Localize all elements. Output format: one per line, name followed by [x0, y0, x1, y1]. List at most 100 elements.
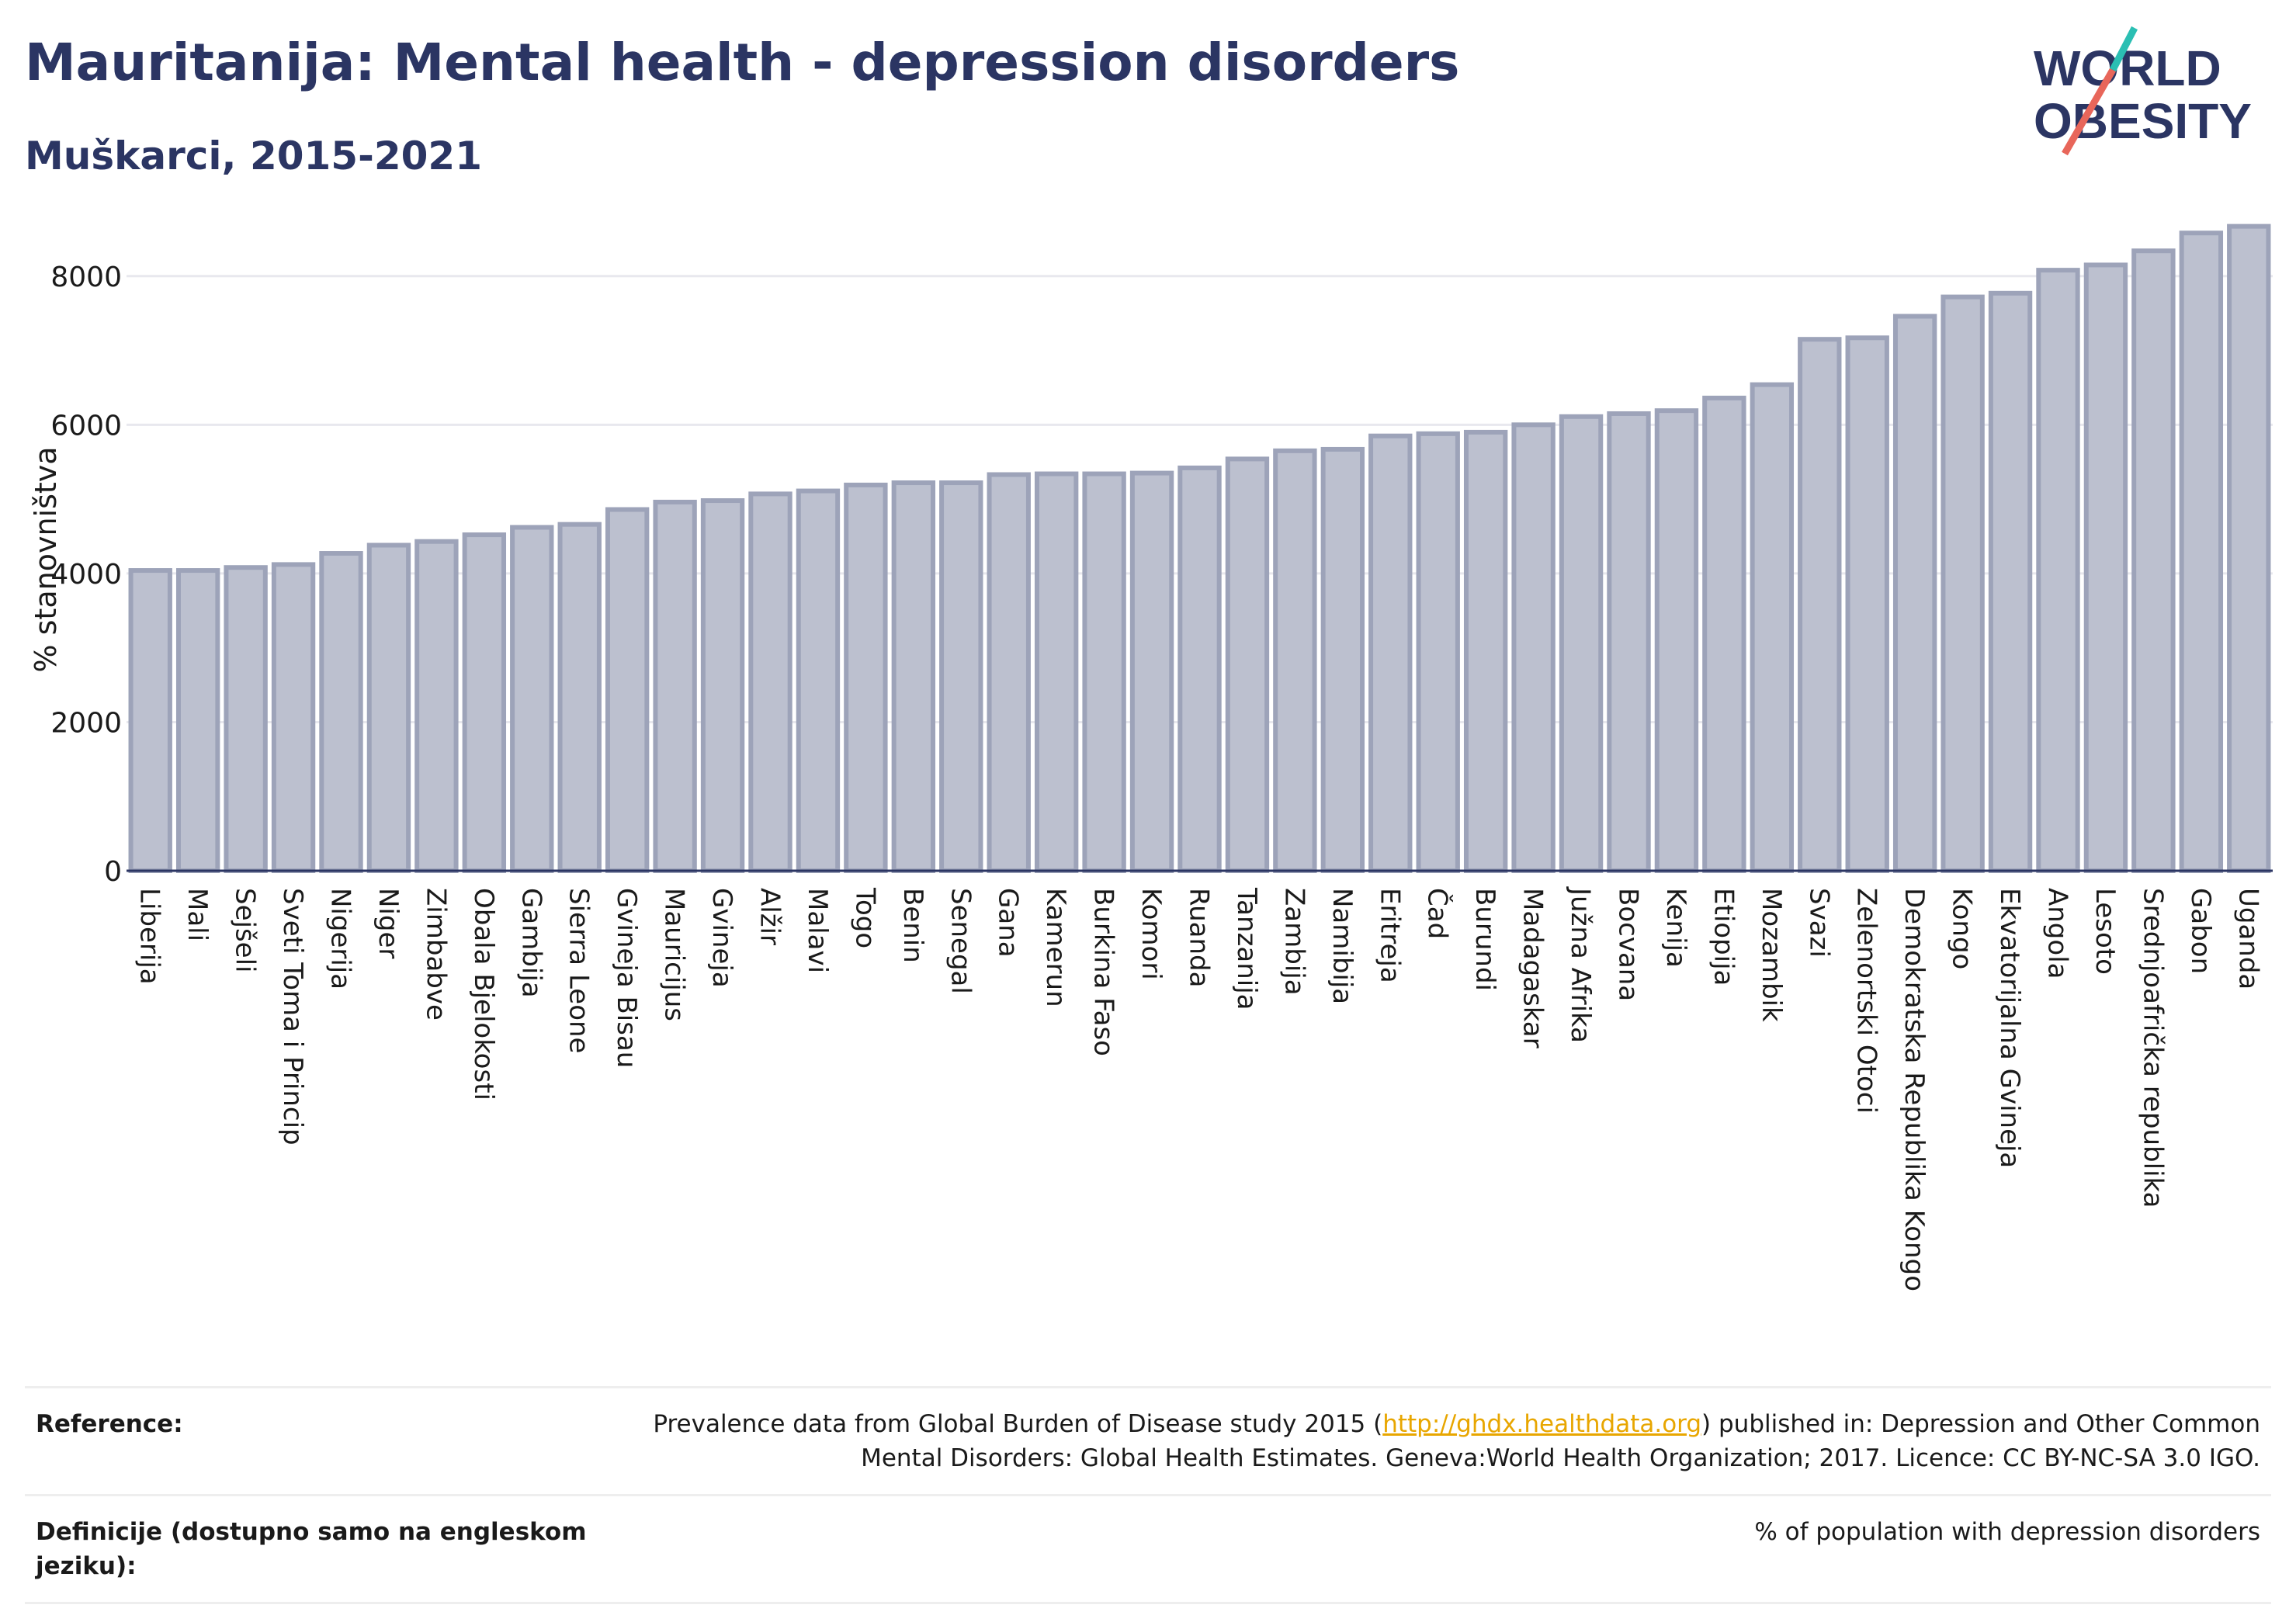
bar: [1892, 314, 1937, 873]
bar: [653, 499, 697, 873]
x-tick-label: Togo: [849, 887, 880, 948]
x-tick-label: Burkina Faso: [1088, 888, 1119, 1056]
x-tick-label: Gvineja: [706, 888, 737, 988]
x-tick-label: Zambija: [1278, 888, 1309, 996]
bar: [1988, 290, 2033, 874]
bar: [1559, 414, 1604, 873]
bar: [414, 539, 459, 874]
x-tick-label: Bocvana: [1613, 888, 1644, 1001]
definition-label: Definicije (dostupno samo na engleskom j…: [36, 1518, 587, 1580]
bar: [796, 488, 841, 873]
definition-row: Definicije (dostupno samo na engleskom j…: [25, 1494, 2271, 1604]
x-tick-label: Madagaskar: [1517, 888, 1549, 1048]
x-tick-label: Malavi: [802, 888, 833, 973]
bar: [1654, 408, 1699, 873]
bar-chart: 0 2000 4000 6000 8000 Liberija Mali Sejšeli Sve…: [29, 224, 2273, 1291]
bar: [2036, 268, 2080, 874]
bar: [1845, 335, 1889, 874]
bar: [2227, 224, 2271, 873]
bar: [2179, 230, 2224, 873]
x-tick-label: Benin: [897, 888, 928, 963]
reference-table: Reference: Prevalence data from Global B…: [25, 1386, 2271, 1604]
logo-line1: WORLD: [2034, 40, 2221, 96]
bar: [462, 532, 507, 874]
reference-link[interactable]: http://ghdx.healthdata.org: [1382, 1410, 1702, 1438]
x-tick-label: Nigerija: [325, 888, 356, 989]
x-tick-label: Južna Afrika: [1565, 886, 1596, 1043]
bar: [605, 507, 650, 874]
bar: [366, 542, 411, 873]
bar: [1368, 433, 1413, 873]
bar: [1416, 431, 1460, 873]
x-tick-label: Čad: [1422, 888, 1454, 939]
world-obesity-logo: WORLD OBESITY: [2034, 26, 2252, 156]
logo-slash-teal: [2110, 26, 2138, 72]
x-tick-label: Zelenortski Otoci: [1851, 888, 1882, 1114]
bar: [319, 551, 363, 873]
bar: [1798, 337, 1842, 873]
bar: [128, 568, 172, 874]
x-tick-label: Sierra Leone: [564, 888, 595, 1053]
x-tick-label: Mali: [182, 888, 213, 941]
bar: [1750, 382, 1795, 873]
x-tick-label: Kamerun: [1040, 888, 1071, 1007]
x-tick-label: Gabon: [2185, 888, 2216, 974]
x-tick-label: Demokratska Republika Kongo: [1899, 888, 1930, 1291]
bar: [557, 522, 602, 873]
bar: [2083, 262, 2128, 873]
bar: [1034, 471, 1079, 874]
x-tick-label: Sejšeli: [230, 888, 261, 972]
bar: [1702, 395, 1746, 873]
x-tick-label: Alžir: [754, 888, 786, 945]
x-tick-label: Senegal: [945, 888, 976, 994]
x-tick-label: Ruanda: [1184, 888, 1215, 987]
bar: [939, 480, 983, 873]
x-tick-label: Kongo: [1947, 888, 1978, 969]
bar: [1273, 448, 1317, 873]
reference-row: Reference: Prevalence data from Global B…: [25, 1386, 2271, 1494]
bar: [1463, 429, 1508, 873]
x-tick-label: Burundi: [1469, 888, 1500, 991]
bar: [224, 565, 268, 874]
bar: [510, 525, 554, 873]
bar: [844, 482, 888, 873]
x-tick-label: Ekvatorijalna Gvineja: [1994, 888, 2025, 1168]
bar: [987, 472, 1031, 873]
x-tick-label: Liberija: [134, 888, 165, 985]
bar: [1082, 471, 1126, 874]
x-tick-label: Uganda: [2232, 888, 2263, 989]
bar: [1320, 446, 1365, 873]
bar: [1941, 294, 1985, 873]
bar: [891, 480, 936, 873]
x-tick-label: Etiopija: [1708, 888, 1739, 986]
bar: [1177, 465, 1222, 873]
logo-slash-coral: [2062, 68, 2116, 156]
x-tick-label: Obala Bjelokosti: [468, 888, 499, 1100]
x-tick-label: Angola: [2042, 888, 2073, 979]
chart-title: Mauritanija: Mental health - depression …: [25, 33, 1460, 92]
x-tick-label: Gana: [993, 888, 1024, 958]
x-tick-label: Kenija: [1660, 888, 1691, 968]
reference-text: Prevalence data from Global Burden of Di…: [653, 1410, 2260, 1472]
chart-subtitle: Muškarci, 2015-2021: [25, 133, 483, 178]
x-tick-label: Komori: [1136, 888, 1167, 980]
x-tick-label: Zimbabve: [420, 888, 451, 1021]
x-tick-label: Tanzanija: [1231, 887, 1262, 1010]
bar: [175, 568, 220, 874]
bar: [700, 498, 745, 873]
y-tick-label: 8000: [50, 262, 122, 293]
bar: [1607, 411, 1651, 873]
x-tick-label: Srednjoafrička republika: [2137, 888, 2168, 1208]
x-tick-label: Mozambik: [1756, 888, 1787, 1022]
y-tick-label: 6000: [50, 410, 122, 442]
bars: [128, 224, 2271, 874]
bar: [748, 491, 793, 873]
bar: [1129, 470, 1174, 873]
x-tick-label: Niger: [373, 888, 404, 958]
x-tick-label: Sveti Toma i Princip: [277, 888, 308, 1145]
x-tick-label: Lesoto: [2090, 888, 2121, 975]
x-tick-label: Svazi: [1803, 888, 1834, 958]
bar: [271, 562, 316, 873]
bar: [1511, 422, 1556, 873]
x-tick-label: Gambija: [515, 888, 546, 998]
